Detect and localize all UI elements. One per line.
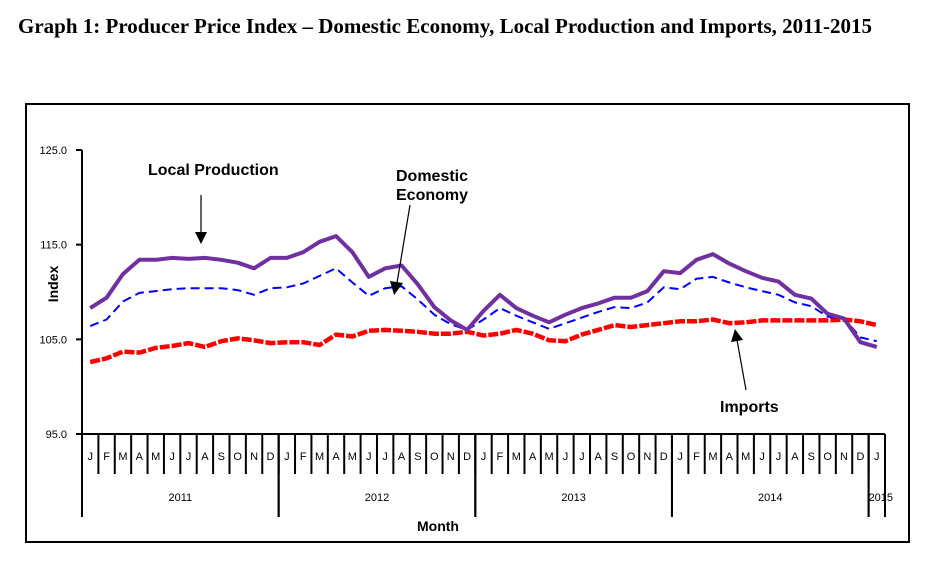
x-year-label: 2015: [869, 492, 893, 504]
x-month-label: D: [266, 451, 274, 463]
y-tick-label: 115.0: [40, 240, 67, 252]
x-month-label: M: [118, 451, 127, 463]
x-month-label: J: [481, 451, 487, 463]
x-month-label: A: [398, 451, 406, 463]
x-month-label: O: [823, 451, 832, 463]
x-month-label: S: [414, 451, 421, 463]
x-axis-title: Month: [417, 518, 459, 534]
x-month-label: A: [791, 451, 799, 463]
x-month-label: J: [563, 451, 569, 463]
x-month-label: A: [529, 451, 537, 463]
x-year-label: 2013: [561, 492, 585, 504]
x-month-label: J: [759, 451, 765, 463]
x-month-label: S: [218, 451, 225, 463]
x-month-label: M: [544, 451, 553, 463]
x-month-label: M: [708, 451, 717, 463]
y-tick-label: 105.0: [39, 334, 67, 346]
x-month-label: A: [136, 451, 144, 463]
annotation-arrow-domestic: [396, 204, 411, 284]
x-month-label: N: [840, 451, 848, 463]
y-tick-label: 125.0: [39, 145, 67, 157]
x-month-label: F: [497, 451, 504, 463]
chart-title: Graph 1: Producer Price Index – Domestic…: [18, 14, 872, 38]
x-month-label: O: [627, 451, 636, 463]
x-month-label: N: [447, 451, 455, 463]
x-month-label: D: [856, 451, 864, 463]
x-month-label: F: [693, 451, 700, 463]
x-month-label: M: [741, 451, 750, 463]
x-month-label: A: [595, 451, 603, 463]
x-month-label: A: [332, 451, 340, 463]
y-axis-title: Index: [45, 266, 61, 303]
x-month-label: J: [776, 451, 782, 463]
x-month-label: N: [643, 451, 651, 463]
x-month-label: S: [808, 451, 815, 463]
x-month-label: M: [348, 451, 357, 463]
x-month-label: N: [250, 451, 258, 463]
annotation-imports: Imports: [720, 399, 779, 416]
arrow-head-icon: [731, 329, 743, 342]
x-month-label: J: [579, 451, 585, 463]
x-month-label: J: [169, 451, 175, 463]
x-month-label: J: [677, 451, 683, 463]
x-year-label: 2014: [758, 492, 782, 504]
arrow-head-icon: [195, 232, 207, 244]
x-month-label: A: [201, 451, 209, 463]
x-month-label: S: [611, 451, 618, 463]
annotation-domestic-line1: Domestic: [396, 168, 468, 185]
annotation-local-production: Local Production: [148, 162, 279, 179]
series-line-local-production: [89, 234, 878, 349]
x-month-label: J: [87, 451, 93, 463]
series-line-imports: [89, 317, 878, 365]
x-month-label: F: [103, 451, 110, 463]
series-group: [89, 234, 878, 365]
annotations: Local Production Domestic Economy Import…: [148, 162, 779, 416]
x-month-label: D: [463, 451, 471, 463]
y-tick-label: 95.0: [46, 429, 67, 441]
x-month-label: F: [300, 451, 307, 463]
x-month-label: J: [382, 451, 388, 463]
x-year-label: 2012: [365, 492, 389, 504]
x-month-label: O: [233, 451, 242, 463]
chart-frame: [25, 103, 910, 543]
x-month-label: J: [284, 451, 290, 463]
x-month-label: J: [186, 451, 192, 463]
x-month-label: D: [660, 451, 668, 463]
annotation-arrow-imports: [736, 339, 747, 391]
x-month-label: M: [512, 451, 521, 463]
x-month-label: J: [874, 451, 880, 463]
x-month-label: A: [726, 451, 734, 463]
series-line-domestic-economy: [89, 267, 878, 343]
x-month-label: J: [366, 451, 372, 463]
x-month-label: O: [430, 451, 439, 463]
x-month-label: M: [151, 451, 160, 463]
annotation-domestic-line2: Economy: [396, 187, 468, 204]
x-month-label: M: [315, 451, 324, 463]
x-year-label: 2011: [168, 492, 192, 504]
arrow-head-icon: [390, 281, 403, 295]
